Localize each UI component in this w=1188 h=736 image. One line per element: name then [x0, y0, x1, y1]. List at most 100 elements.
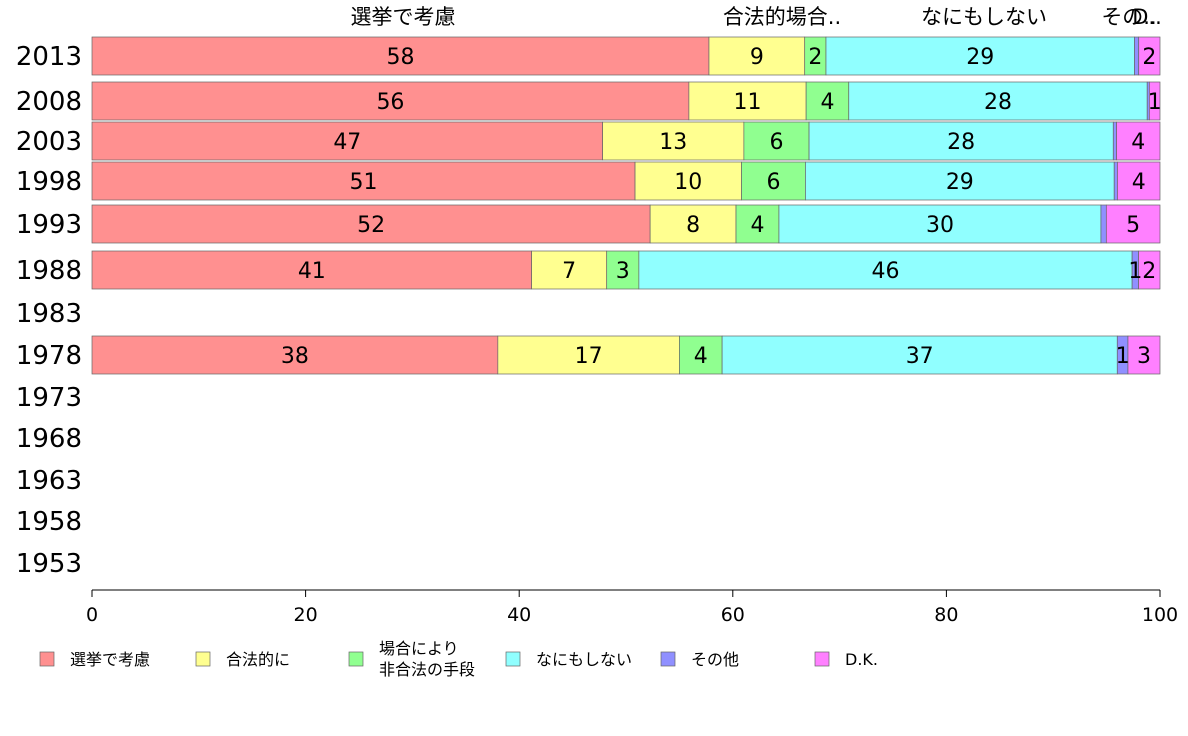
year-label-1963: 1963 [16, 466, 82, 496]
bar-value-label: 2 [1142, 259, 1156, 284]
bar-segment-1998-2 [741, 161, 806, 201]
legend-label-4: その他 [691, 650, 739, 669]
bar-value-label: 10 [674, 170, 702, 195]
x-tick-label-40: 40 [507, 604, 531, 626]
bar-value-label: 28 [947, 130, 975, 155]
legend-swatch-2 [348, 651, 364, 667]
bar-segment-1993-5 [1105, 204, 1161, 244]
column-header-3: その.. [1101, 5, 1156, 29]
bar-value-label: 9 [750, 45, 764, 70]
bar-value-label: 1 [1148, 90, 1162, 115]
x-tick-label-20: 20 [294, 604, 318, 626]
bar-segment-2013-4 [1134, 36, 1140, 76]
bar-value-label: 1 [1128, 259, 1142, 284]
x-tick-label-0: 0 [86, 604, 98, 626]
bar-segment-1998-3 [805, 161, 1115, 201]
year-label-1993: 1993 [16, 210, 82, 240]
bar-segment-1988-0 [91, 250, 532, 290]
bar-value-label: 6 [769, 130, 783, 155]
bar-segment-1988-5 [1138, 250, 1161, 290]
bar-segment-1998-0 [91, 161, 636, 201]
x-tick-label-100: 100 [1142, 604, 1178, 626]
x-tick-label-80: 80 [934, 604, 958, 626]
bar-value-label: 5 [1126, 213, 1140, 238]
bar-value-label: 11 [734, 90, 762, 115]
legend-swatch-1 [195, 651, 211, 667]
bar-value-label: 56 [376, 90, 404, 115]
bar-segment-2003-2 [743, 121, 810, 161]
bar-value-label: 58 [386, 45, 414, 70]
bar-value-label: 1 [1116, 344, 1130, 369]
bar-segment-1988-1 [531, 250, 608, 290]
bar-segment-1978-1 [497, 335, 680, 375]
year-label-1953: 1953 [16, 549, 82, 579]
year-label-1968: 1968 [16, 424, 82, 454]
bar-segment-2008-2 [805, 81, 850, 121]
bar-value-label: 3 [1137, 344, 1151, 369]
bar-segment-1993-1 [649, 204, 737, 244]
year-label-1973: 1973 [16, 383, 82, 413]
bar-value-label: 46 [871, 259, 899, 284]
bar-value-label: 4 [750, 213, 764, 238]
bar-value-label: 13 [659, 130, 687, 155]
bar-segment-1998-4 [1113, 161, 1118, 201]
year-label-2008: 2008 [16, 87, 82, 117]
bar-segment-2008-0 [91, 81, 690, 121]
legend-swatch-5 [814, 651, 830, 667]
bar-value-label: 4 [694, 344, 708, 369]
bar-segment-1993-4 [1100, 204, 1107, 244]
legend-label-2-line-1: 非合法の手段 [379, 660, 475, 679]
bar-value-label: 30 [926, 213, 954, 238]
bar-segment-1988-3 [638, 250, 1133, 290]
bar-value-label: 4 [1132, 170, 1146, 195]
bar-value-label: 29 [966, 45, 994, 70]
bar-value-label: 28 [984, 90, 1012, 115]
bar-segment-1978-3 [721, 335, 1118, 375]
bar-value-label: 51 [350, 170, 378, 195]
legend-label-0: 選挙で考慮 [70, 650, 150, 669]
bar-segment-1998-1 [634, 161, 742, 201]
column-header-0: 選挙で考慮 [351, 5, 456, 29]
bar-segment-1998-5 [1117, 161, 1161, 201]
bar-segment-1993-3 [778, 204, 1102, 244]
bar-segment-2008-1 [688, 81, 807, 121]
bar-value-label: 8 [686, 213, 700, 238]
bar-segment-2013-0 [91, 36, 710, 76]
bar-segment-2003-4 [1112, 121, 1117, 161]
legend-label-1: 合法的に [226, 650, 290, 669]
bar-segment-2008-3 [848, 81, 1148, 121]
bar-value-label: 38 [281, 344, 309, 369]
year-label-1988: 1988 [16, 256, 82, 286]
bar-value-label: 2 [808, 45, 822, 70]
bar-segment-1993-2 [735, 204, 780, 244]
bar-value-label: 37 [906, 344, 934, 369]
bar-segment-2003-1 [602, 121, 745, 161]
bar-segment-1988-2 [606, 250, 640, 290]
bar-segment-1978-5 [1127, 335, 1161, 375]
bar-segment-2008-5 [1148, 81, 1161, 121]
legend-label-5: D.K. [845, 650, 878, 669]
bar-value-label: 3 [616, 259, 630, 284]
bar-segment-1993-0 [91, 204, 651, 244]
legend-label-3: なにもしない [536, 650, 632, 669]
bar-segment-2003-5 [1116, 121, 1161, 161]
bar-value-label: 52 [357, 213, 385, 238]
bar-segment-2013-1 [708, 36, 806, 76]
bar-segment-1978-2 [679, 335, 723, 375]
legend-swatch-0 [39, 651, 55, 667]
legend-swatch-3 [505, 651, 521, 667]
bar-value-label: 29 [946, 170, 974, 195]
column-header-2: なにもしない [921, 5, 1047, 29]
year-label-1983: 1983 [16, 299, 82, 329]
x-tick-label-60: 60 [721, 604, 745, 626]
bar-value-label: 17 [575, 344, 603, 369]
year-label-1958: 1958 [16, 507, 82, 537]
column-header-4: D.. [1132, 5, 1162, 29]
bar-value-label: 7 [562, 259, 576, 284]
column-header-1: 合法的場合.. [723, 5, 841, 29]
bar-value-label: 2 [1142, 45, 1156, 70]
bar-value-label: 41 [298, 259, 326, 284]
bar-segment-2013-3 [825, 36, 1135, 76]
